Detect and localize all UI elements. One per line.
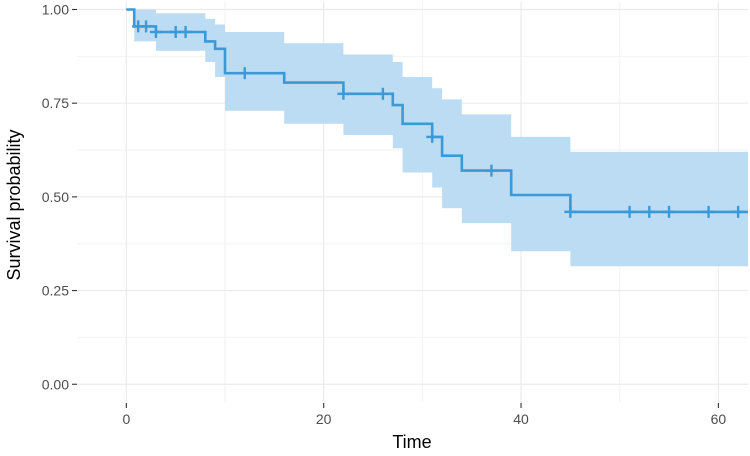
x-tick-label: 20: [316, 411, 332, 427]
y-tick-label: 0.00: [42, 376, 69, 392]
censor-mark: [179, 25, 192, 38]
censor-mark: [702, 205, 715, 218]
censor-mark: [564, 205, 577, 218]
censor-mark: [623, 205, 636, 218]
y-axis: 0.00 0.25 0.50 0.75 1.00: [42, 1, 77, 392]
censor-mark: [732, 205, 745, 218]
censor-mark: [238, 67, 251, 80]
x-tick-label: 60: [711, 411, 727, 427]
x-axis: 0 20 40 60: [122, 403, 726, 427]
y-tick-label: 1.00: [42, 1, 69, 17]
censor-mark: [337, 87, 350, 100]
y-tick-label: 0.75: [42, 95, 69, 111]
censor-mark: [149, 25, 162, 38]
censor-mark: [426, 130, 439, 143]
survival-step-line: [126, 8, 748, 214]
x-tick-label: 0: [122, 411, 130, 427]
censor-mark: [663, 205, 676, 218]
y-tick-label: 0.50: [42, 189, 69, 205]
censor-marks: [132, 20, 745, 218]
plot-panel: [77, 2, 749, 403]
y-tick-label: 0.25: [42, 283, 69, 299]
censor-mark: [376, 87, 389, 100]
censor-mark: [140, 20, 153, 33]
censor-mark: [485, 164, 498, 177]
x-axis-title: Time: [392, 432, 431, 452]
censor-mark: [643, 205, 656, 218]
y-axis-title: Survival probability: [4, 129, 24, 280]
x-tick-label: 40: [513, 411, 529, 427]
survival-curve: [126, 8, 748, 214]
